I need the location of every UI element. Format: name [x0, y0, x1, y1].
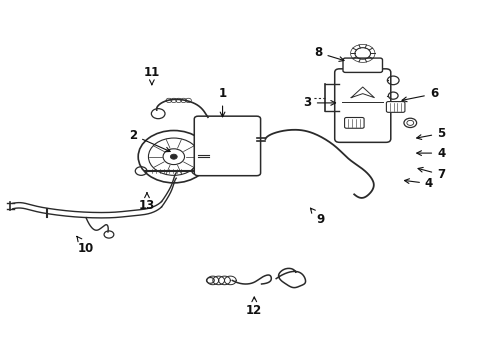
Text: 5: 5: [416, 127, 445, 140]
FancyBboxPatch shape: [194, 116, 260, 176]
Text: 4: 4: [416, 147, 445, 159]
FancyBboxPatch shape: [334, 69, 390, 142]
FancyBboxPatch shape: [344, 117, 364, 128]
Text: 11: 11: [143, 66, 160, 85]
FancyBboxPatch shape: [342, 58, 382, 72]
Text: 12: 12: [245, 297, 262, 318]
Circle shape: [170, 154, 177, 159]
Text: 6: 6: [401, 87, 437, 102]
Text: 7: 7: [417, 167, 444, 181]
Text: 13: 13: [139, 193, 155, 212]
Text: 2: 2: [129, 129, 170, 152]
FancyBboxPatch shape: [386, 102, 404, 112]
Text: 10: 10: [77, 237, 94, 255]
Text: 1: 1: [218, 87, 226, 117]
Text: 9: 9: [310, 208, 324, 226]
Text: 3: 3: [303, 96, 335, 109]
Text: 8: 8: [314, 46, 344, 61]
Text: 4: 4: [404, 177, 432, 190]
